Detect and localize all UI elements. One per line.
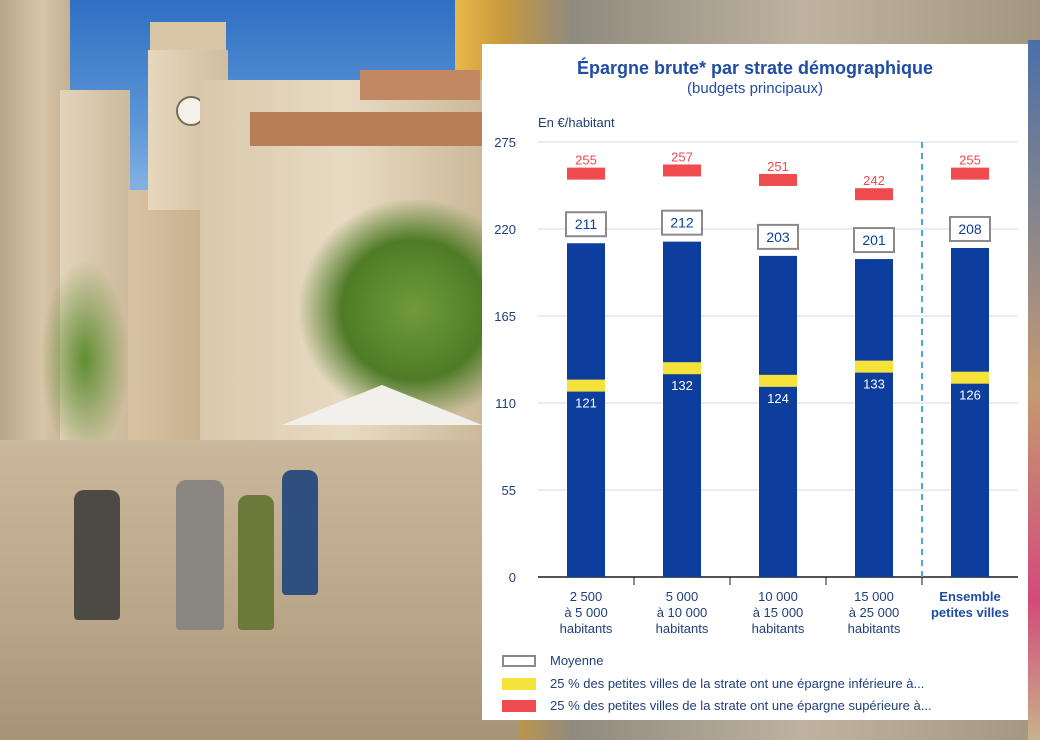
label-average: 201 [862, 232, 886, 248]
x-category-label: habitants [656, 621, 709, 636]
label-upper-quartile: 255 [575, 153, 597, 168]
bell-tower-top [150, 22, 226, 54]
marker-lower-quartile [759, 374, 797, 387]
chart-title: Épargne brute* par strate démographique [576, 58, 934, 78]
tree-foliage-left [40, 260, 130, 460]
x-category-label: 15 000 [854, 589, 894, 604]
average-label-box [565, 211, 607, 238]
legend-swatch-upper-quartile [502, 700, 536, 712]
legend-item-average: Moyenne [500, 652, 1020, 670]
label-upper-quartile: 251 [767, 159, 789, 174]
pedestrian [238, 495, 274, 630]
x-category-label: à 10 000 [657, 605, 708, 620]
building-middle [128, 190, 208, 450]
x-category-label: 5 000 [666, 589, 699, 604]
label-upper-quartile: 242 [863, 173, 885, 188]
x-category-label: à 5 000 [564, 605, 607, 620]
label-average: 203 [766, 229, 790, 245]
y-tick-label: 55 [502, 483, 516, 498]
legend-item-lower-quartile: 25 % des petites villes de la strate ont… [500, 675, 1020, 693]
y-tick-label: 0 [509, 570, 516, 585]
label-lower-quartile: 126 [959, 388, 981, 403]
legend-swatch-average [502, 655, 536, 667]
marker-upper-quartile [951, 167, 989, 180]
marker-upper-quartile [759, 173, 797, 186]
label-average: 212 [670, 215, 694, 231]
marker-upper-quartile [663, 164, 701, 177]
x-category-label: à 15 000 [753, 605, 804, 620]
pedestrian [176, 480, 224, 630]
chart-card: Épargne brute* par strate démographique … [482, 44, 1028, 720]
label-lower-quartile: 132 [671, 378, 693, 393]
y-tick-label: 220 [494, 222, 516, 237]
tiled-roof-upper [360, 70, 480, 100]
legend-item-upper-quartile: 25 % des petites villes de la strate ont… [500, 697, 1020, 715]
x-category-label: 10 000 [758, 589, 798, 604]
chart-subtitle: (budgets principaux) [687, 80, 823, 97]
y-tick-label: 110 [495, 396, 516, 411]
bar-average [759, 255, 797, 577]
label-upper-quartile: 257 [671, 149, 693, 164]
x-category-label: habitants [848, 621, 901, 636]
marker-upper-quartile [855, 188, 893, 201]
marker-lower-quartile [951, 371, 989, 384]
average-label-box [949, 215, 991, 242]
bar-average [567, 243, 605, 577]
y-axis-unit-label: En €/habitant [538, 115, 615, 130]
marker-lower-quartile [855, 360, 893, 373]
bar-average [663, 241, 701, 577]
label-average: 211 [575, 216, 598, 232]
average-label-box [853, 227, 895, 254]
y-tick-label: 165 [494, 309, 516, 324]
marker-upper-quartile [567, 167, 605, 180]
label-lower-quartile: 124 [767, 391, 789, 406]
average-label-box [661, 209, 703, 236]
x-category-label: Ensemble [939, 589, 1000, 604]
x-category-label: habitants [560, 621, 613, 636]
pedestrian [74, 490, 120, 620]
average-label-box [757, 223, 799, 250]
x-category-label: petites villes [931, 605, 1009, 620]
x-category-label: à 25 000 [849, 605, 900, 620]
x-category-label: 2 500 [570, 589, 603, 604]
legend-swatch-lower-quartile [502, 678, 536, 690]
bar-average [855, 259, 893, 577]
bar-average [951, 247, 989, 577]
label-lower-quartile: 121 [575, 396, 597, 411]
tiled-roof [250, 112, 490, 146]
marker-lower-quartile [567, 379, 605, 392]
label-average: 208 [958, 221, 982, 237]
label-upper-quartile: 255 [959, 153, 981, 168]
tree-foliage [300, 200, 490, 420]
y-tick-label: 275 [494, 135, 516, 150]
pedestrian [282, 470, 318, 595]
legend-label-upper-quartile: 25 % des petites villes de la strate ont… [550, 698, 932, 713]
photo-right-edge [1028, 40, 1040, 740]
label-lower-quartile: 133 [863, 377, 885, 392]
marker-lower-quartile [663, 362, 701, 375]
legend-label-lower-quartile: 25 % des petites villes de la strate ont… [550, 676, 925, 691]
legend-label-average: Moyenne [550, 653, 604, 668]
x-category-label: habitants [752, 621, 805, 636]
